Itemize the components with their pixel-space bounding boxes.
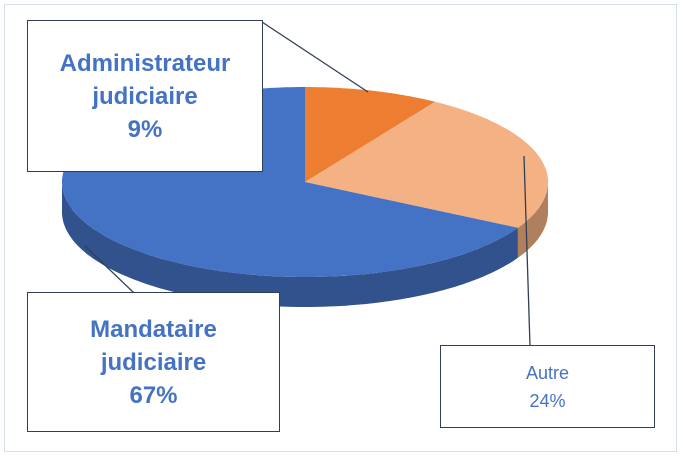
pie-slice [305, 101, 548, 228]
pie-slice-side [517, 182, 548, 258]
value-label: 24% [529, 390, 566, 411]
category-label: Administrateur judiciaire [59, 49, 231, 110]
category-label: Autre [525, 362, 570, 383]
category-label: Mandataire judiciaire [90, 315, 217, 376]
leader-line [261, 21, 369, 93]
data-label: Administrateur judiciaire 9% [27, 20, 263, 172]
data-label: Autre 24% [440, 345, 655, 428]
value-label: 67% [129, 381, 178, 409]
value-label: 9% [127, 115, 163, 143]
pie-slice-side [62, 182, 518, 307]
data-label: Mandataire judiciaire 67% [27, 292, 280, 432]
chart-frame [4, 4, 677, 452]
pie-slice [305, 87, 436, 182]
leader-line [523, 155, 531, 347]
leader-line [84, 245, 135, 294]
